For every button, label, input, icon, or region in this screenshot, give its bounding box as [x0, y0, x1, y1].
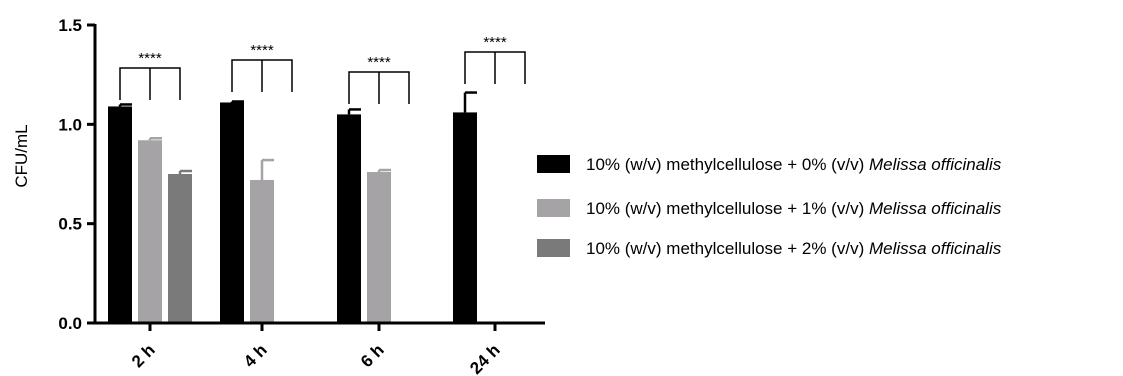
y-axis-label: CFU/mL [12, 124, 31, 187]
bar [337, 114, 361, 324]
legend-swatch [537, 199, 570, 217]
y-tick-label: 0.5 [58, 215, 82, 234]
significance-label: **** [483, 34, 507, 51]
plot-area: 0.0 0.5 1.0 1.5 2 h 4 h 6 h 24 h CFU/mL **** **** *… [12, 16, 545, 376]
y-tick-label: 1.0 [58, 115, 82, 134]
significance-bracket [348, 71, 410, 104]
bar [250, 179, 274, 323]
x-tick-label: 2 h [128, 340, 159, 371]
bar [168, 174, 192, 323]
bar [367, 172, 391, 323]
significance-label: **** [138, 50, 162, 67]
x-tick-label: 24 h [466, 340, 503, 376]
bar [138, 140, 162, 323]
bar [220, 102, 244, 323]
legend-label: 10% (w/v) methylcellulose + 0% (v/v) Mel… [586, 155, 1002, 174]
legend: 10% (w/v) methylcellulose + 0% (v/v) Mel… [537, 155, 1002, 258]
y-tick-label: 1.5 [58, 16, 82, 35]
significance-label: **** [250, 42, 274, 59]
legend-label: 10% (w/v) methylcellulose + 1% (v/v) Mel… [586, 199, 1002, 218]
bar [453, 112, 477, 323]
x-tick-label: 4 h [240, 340, 271, 371]
significance-label: **** [367, 54, 391, 71]
bar [108, 106, 132, 323]
significance-bracket [231, 59, 293, 92]
legend-swatch [537, 155, 570, 173]
significance-bracket [464, 51, 526, 84]
legend-label: 10% (w/v) methylcellulose + 2% (v/v) Mel… [586, 239, 1002, 258]
legend-swatch [537, 239, 570, 257]
significance-bracket [119, 67, 181, 100]
x-tick-label: 6 h [357, 340, 388, 371]
y-tick-label: 0.0 [58, 314, 82, 333]
